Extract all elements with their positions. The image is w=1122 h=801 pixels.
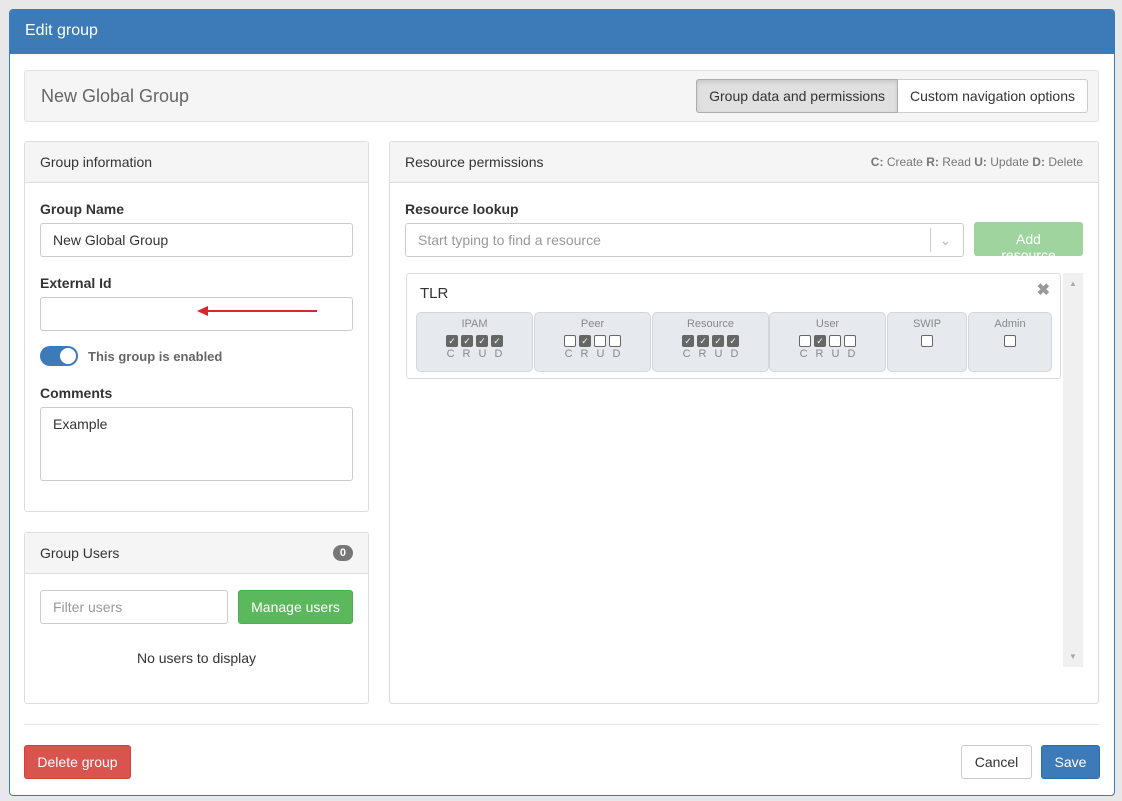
crud-letter: R (698, 348, 707, 360)
footer-divider (24, 724, 1099, 725)
crud-letter: D (612, 348, 621, 360)
scrollbar[interactable]: ▲ ▼ (1063, 273, 1083, 667)
crud-legend: C: Create R: Read U: Update D: Delete (871, 155, 1083, 169)
crud-letter: D (730, 348, 739, 360)
resource-lookup-input[interactable]: Start typing to find a resource (405, 223, 964, 257)
enabled-label: This group is enabled (88, 349, 223, 364)
legend-key: U: (974, 155, 987, 169)
crud-letter: C (564, 348, 573, 360)
add-resource-button[interactable]: Add resource (974, 222, 1083, 263)
permission-checkbox[interactable] (829, 335, 841, 347)
permission-checkbox[interactable]: ✓ (814, 335, 826, 347)
permission-label: User (815, 318, 840, 330)
resource-name: TLR (420, 285, 449, 302)
external-id-input[interactable] (40, 297, 353, 331)
permission-checkbox[interactable] (844, 335, 856, 347)
no-users-message: No users to display (136, 650, 257, 666)
legend-key: R: (926, 155, 939, 169)
group-users-panel: Group Users 0 Filter users Manage users … (24, 532, 369, 704)
group-title-bar: New Global Group Group data and permissi… (24, 70, 1099, 122)
scroll-down-icon[interactable]: ▼ (1069, 652, 1077, 661)
crud-letter: U (596, 348, 605, 360)
permission-checkbox[interactable] (609, 335, 621, 347)
permission-group-swip: SWIP (887, 312, 967, 372)
permission-group-user: User ✓ C R U D (769, 312, 886, 372)
permission-checkbox[interactable] (799, 335, 811, 347)
group-information-panel: Group information Group Name New Global … (24, 141, 369, 512)
resource-permissions-panel: Resource permissions C: Create R: Read U… (389, 141, 1099, 704)
comments-label: Comments (40, 385, 113, 401)
crud-letter: U (831, 348, 840, 360)
panel-title: Resource permissions (390, 142, 1098, 183)
permission-label: Admin (994, 318, 1026, 330)
permission-group-admin: Admin (968, 312, 1052, 372)
edit-group-modal: Edit group New Global Group Group data a… (9, 9, 1115, 796)
legend-value: Create (886, 155, 923, 169)
group-title: New Global Group (41, 86, 190, 106)
permission-group-ipam: IPAM ✓ ✓ ✓ ✓ C R U D (416, 312, 533, 372)
crud-letter: R (815, 348, 824, 360)
permission-checkbox[interactable] (564, 335, 576, 347)
permission-checkbox[interactable]: ✓ (461, 335, 473, 347)
save-button[interactable]: Save (1041, 745, 1100, 779)
filter-users-input[interactable]: Filter users (40, 590, 228, 624)
resource-lookup-label: Resource lookup (405, 201, 519, 217)
crud-letter: C (799, 348, 808, 360)
legend-key: C: (870, 155, 884, 169)
permission-checkbox[interactable]: ✓ (491, 335, 503, 347)
remove-resource-icon[interactable]: ✖ (1036, 282, 1050, 299)
permission-checkbox[interactable]: ✓ (712, 335, 724, 347)
permission-group-resource: Resource ✓ ✓ ✓ ✓ C R U D (652, 312, 769, 372)
permission-group-peer: Peer ✓ C R U D (534, 312, 651, 372)
cancel-button[interactable]: Cancel (961, 745, 1032, 779)
crud-letter: C (682, 348, 691, 360)
legend-value: Update (990, 155, 1029, 169)
permission-checkbox[interactable]: ✓ (697, 335, 709, 347)
arrow-annotation-icon (197, 306, 317, 316)
comments-textarea[interactable]: Example (40, 407, 353, 481)
dropdown-chevron-icon[interactable]: ⌄ (930, 228, 960, 252)
legend-key: D: (1032, 155, 1045, 169)
panel-title: Group Users (25, 533, 368, 574)
permission-checkbox[interactable]: ✓ (682, 335, 694, 347)
crud-letter: D (847, 348, 856, 360)
crud-letter: C (446, 348, 455, 360)
permission-checkbox[interactable]: ✓ (476, 335, 488, 347)
permission-checkbox[interactable]: ✓ (579, 335, 591, 347)
crud-letter: U (478, 348, 487, 360)
permission-checkbox[interactable] (921, 335, 933, 347)
crud-letter: U (714, 348, 723, 360)
crud-letter: R (462, 348, 471, 360)
permission-label: Resource (686, 318, 735, 330)
enabled-toggle[interactable] (40, 346, 78, 366)
permission-label: SWIP (912, 318, 942, 330)
delete-group-button[interactable]: Delete group (24, 745, 131, 779)
permission-checkbox[interactable] (1004, 335, 1016, 347)
tab-group-data[interactable]: Group data and permissions (696, 79, 898, 113)
legend-value: Delete (1048, 155, 1083, 169)
modal-title: Edit group (10, 10, 1114, 54)
group-name-label: Group Name (40, 201, 125, 217)
permission-label: IPAM (461, 318, 488, 330)
scroll-up-icon[interactable]: ▲ (1069, 279, 1077, 288)
crud-letter: D (494, 348, 503, 360)
external-id-label: External Id (40, 275, 112, 291)
tab-custom-navigation[interactable]: Custom navigation options (898, 79, 1088, 113)
manage-users-button[interactable]: Manage users (238, 590, 353, 624)
users-count-badge: 0 (332, 545, 353, 561)
group-name-input[interactable]: New Global Group (40, 223, 353, 257)
permission-checkbox[interactable] (594, 335, 606, 347)
panel-title: Group information (25, 142, 368, 183)
crud-letter: R (580, 348, 589, 360)
resource-list: TLR ✖ IPAM ✓ ✓ ✓ ✓ C R U D Peer ✓ C R U D Resource ✓ ✓ ✓ ✓ C… (406, 273, 1061, 379)
permission-checkbox[interactable]: ✓ (446, 335, 458, 347)
legend-value: Read (942, 155, 971, 169)
permission-checkbox[interactable]: ✓ (727, 335, 739, 347)
permission-label: Peer (580, 318, 605, 330)
